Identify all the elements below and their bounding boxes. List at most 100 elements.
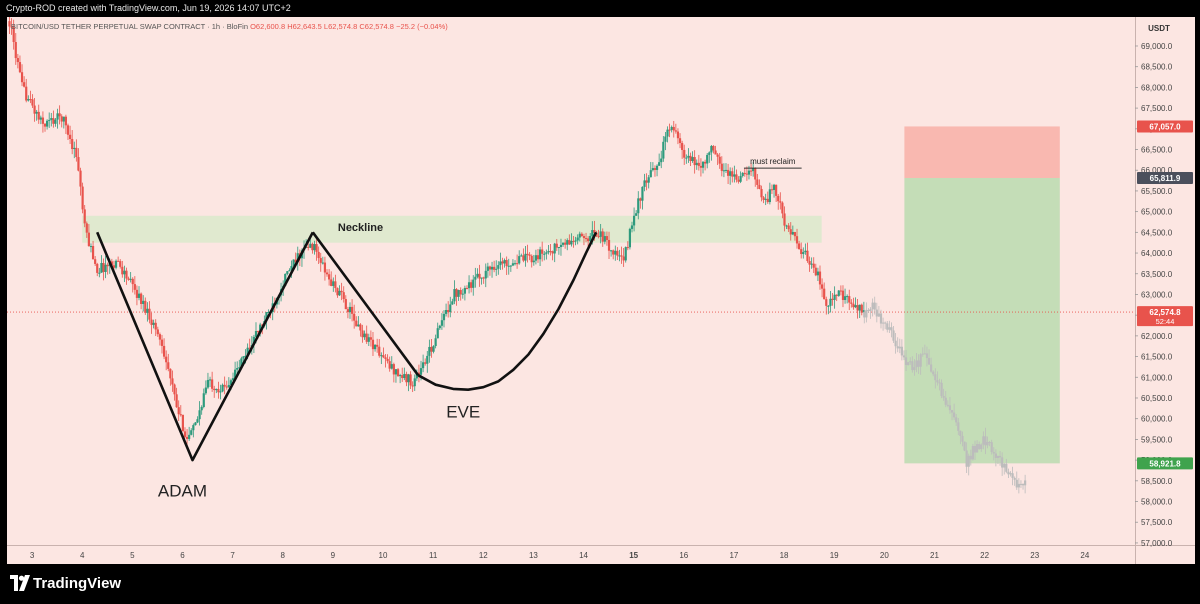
candle-321 bbox=[678, 133, 682, 149]
projected-candle-0 bbox=[863, 308, 866, 324]
candle-body bbox=[66, 125, 70, 135]
candle-body bbox=[785, 225, 788, 227]
candle-159 bbox=[340, 282, 343, 301]
candle-181 bbox=[386, 354, 389, 364]
candle-body bbox=[321, 262, 324, 264]
candle-body bbox=[470, 282, 473, 288]
candle-body bbox=[114, 260, 118, 268]
projected-candle-38 bbox=[942, 388, 945, 401]
candle-body bbox=[267, 312, 270, 314]
candle-256 bbox=[543, 251, 546, 261]
candle-body bbox=[737, 179, 740, 182]
x-tick-label: 20 bbox=[880, 551, 889, 560]
candle-body bbox=[206, 379, 210, 388]
candle-133 bbox=[286, 271, 289, 276]
projected-candle-59 bbox=[986, 436, 989, 449]
candle-body bbox=[630, 225, 634, 229]
candle-body bbox=[850, 302, 853, 304]
candle-body bbox=[843, 296, 847, 300]
candle-body bbox=[595, 232, 598, 237]
candle-63 bbox=[140, 292, 143, 310]
candle-body bbox=[231, 378, 235, 381]
candle-body bbox=[731, 171, 734, 177]
candle-body bbox=[691, 157, 694, 162]
candle-body bbox=[394, 369, 398, 375]
projected-candle-body bbox=[946, 404, 949, 406]
x-tick-label: 6 bbox=[180, 551, 185, 560]
candle-body bbox=[837, 290, 840, 296]
candle-body bbox=[146, 308, 149, 313]
candle-92 bbox=[200, 405, 203, 415]
adam-label: ADAM bbox=[158, 482, 207, 501]
chart-svg[interactable]: must reclaim Neckline ADAM EVE BITCOIN/USD T… bbox=[7, 14, 1195, 564]
candle-body bbox=[747, 170, 751, 175]
candle-24 bbox=[58, 105, 61, 125]
candle-body bbox=[196, 419, 199, 423]
projected-candle-19 bbox=[902, 350, 906, 361]
candle-body bbox=[816, 271, 820, 276]
candle-body bbox=[56, 113, 59, 120]
projected-candle-31 bbox=[927, 349, 931, 366]
neckline-zone bbox=[82, 215, 822, 243]
candle-284 bbox=[601, 228, 604, 247]
candle-343 bbox=[724, 163, 728, 173]
candle-body bbox=[403, 373, 406, 379]
candle-270 bbox=[572, 235, 575, 248]
candle-body bbox=[432, 346, 435, 352]
candle-85 bbox=[185, 429, 189, 447]
candle-319 bbox=[674, 123, 677, 134]
candle-body bbox=[449, 304, 452, 313]
candle-body bbox=[248, 347, 251, 349]
candle-166 bbox=[355, 316, 358, 327]
y-tick-label: 63,000.0 bbox=[1141, 290, 1173, 299]
candle-body bbox=[538, 249, 542, 260]
candle-338 bbox=[714, 145, 717, 155]
candle-193 bbox=[411, 381, 414, 393]
candle-11 bbox=[31, 94, 34, 108]
candle-body bbox=[814, 267, 817, 276]
candle-body bbox=[428, 346, 431, 356]
projected-candle-body bbox=[873, 302, 876, 310]
candle-body bbox=[848, 296, 851, 303]
candle-340 bbox=[718, 152, 721, 169]
candle-238 bbox=[505, 256, 508, 275]
candle-body bbox=[96, 263, 99, 273]
candle-body bbox=[313, 244, 316, 251]
candle-body bbox=[760, 188, 763, 198]
candle-93 bbox=[202, 388, 205, 409]
candle-291 bbox=[616, 247, 619, 261]
projected-candle-1 bbox=[865, 302, 868, 323]
candle-94 bbox=[204, 380, 207, 395]
candle-body bbox=[140, 293, 143, 304]
candle-153 bbox=[328, 269, 331, 286]
projected-candle-23 bbox=[911, 356, 914, 373]
candle-body bbox=[150, 319, 153, 325]
candle-body bbox=[605, 236, 609, 240]
candle-161 bbox=[344, 295, 347, 310]
candle-body bbox=[340, 290, 343, 293]
candle-170 bbox=[363, 330, 366, 340]
candle-body bbox=[664, 136, 667, 142]
candle-body bbox=[846, 296, 849, 298]
candle-168 bbox=[359, 323, 362, 337]
projected-candle-46 bbox=[959, 430, 962, 445]
projected-candle-body bbox=[982, 436, 985, 445]
candle-5 bbox=[18, 55, 22, 74]
candle-104 bbox=[225, 380, 228, 390]
candle-314 bbox=[664, 132, 667, 151]
candle-body bbox=[660, 158, 663, 163]
candle-body bbox=[766, 198, 769, 203]
candle-313 bbox=[662, 136, 665, 162]
candle-293 bbox=[620, 246, 623, 264]
candle-73 bbox=[160, 334, 164, 354]
candle-295 bbox=[624, 246, 627, 263]
candle-body bbox=[79, 170, 82, 187]
candle-body bbox=[219, 391, 222, 393]
candle-402 bbox=[848, 289, 851, 311]
candle-body bbox=[687, 155, 690, 158]
candle-358 bbox=[756, 173, 759, 190]
projected-candle-body bbox=[917, 360, 920, 367]
x-tick-label: 13 bbox=[529, 551, 538, 560]
chart-area[interactable]: must reclaim Neckline ADAM EVE BITCOIN/USD T… bbox=[7, 14, 1195, 564]
x-tick-label: 8 bbox=[281, 551, 286, 560]
